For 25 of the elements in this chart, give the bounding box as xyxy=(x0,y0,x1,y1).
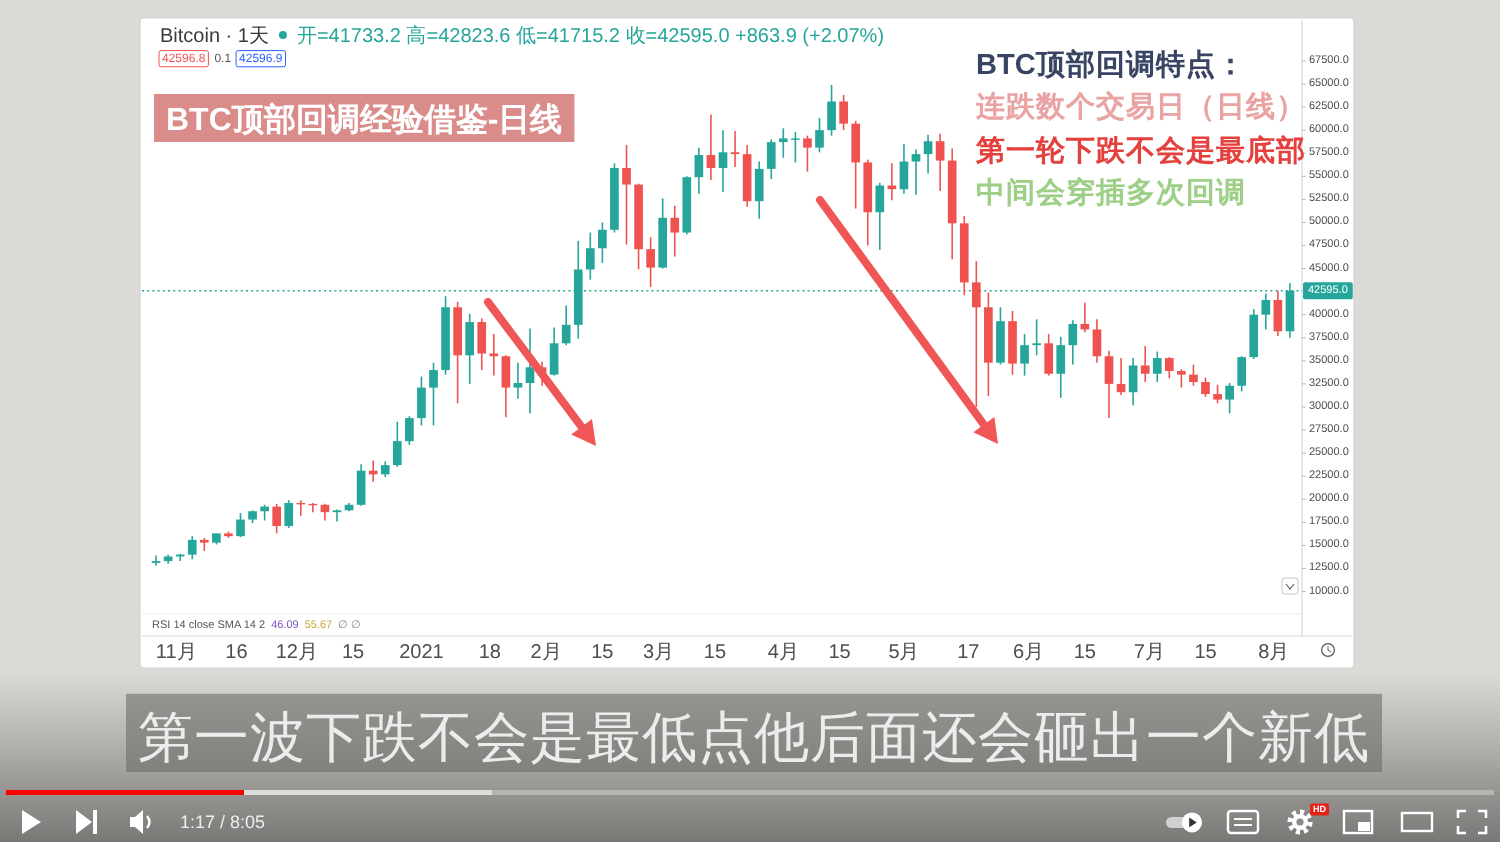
note-heading: BTC顶部回调特点： xyxy=(976,50,1246,82)
x-tick-label: 15 xyxy=(1194,642,1218,664)
x-tick-label: 11月 xyxy=(155,642,197,664)
x-tick-label: 2月 xyxy=(530,642,562,664)
video-time: 1:17 / 8:05 xyxy=(180,812,266,832)
x-tick-label: 15 xyxy=(591,642,615,664)
x-tick-label: 7月 xyxy=(1133,642,1165,664)
x-tick-label: 15 xyxy=(1073,642,1097,664)
ohlc: 开=41733.2 高=42823.6 低=41715.2 收=42595.0 +863.9 (+2.07%) xyxy=(278,26,885,48)
x-tick-label: 5月 xyxy=(888,642,920,664)
x-tick-label: 16 xyxy=(225,642,249,664)
title: BTC顶部回调经验借鉴-日线 xyxy=(154,94,575,142)
x-tick-label: 4月 xyxy=(767,642,799,664)
x-tick-label: 15 xyxy=(703,642,727,664)
symbol: Bitcoin · 1天 xyxy=(160,26,269,48)
x-tick-label: 2021 xyxy=(399,642,445,664)
x-tick-label: 6月 xyxy=(1013,642,1045,664)
x-tick-label: 8月 xyxy=(1258,642,1290,664)
x-tick-label: 15 xyxy=(341,642,366,664)
caption: 第一波下跌不会是最低点他后面还会砸出一个新低 xyxy=(126,693,1382,772)
x-tick-label: 3月 xyxy=(643,642,675,664)
x-tick-label: 18 xyxy=(478,642,502,664)
x-tick-label: 12月 xyxy=(275,642,318,664)
x-tick-label: 17 xyxy=(957,642,981,664)
x-tick-label: 15 xyxy=(828,642,852,664)
